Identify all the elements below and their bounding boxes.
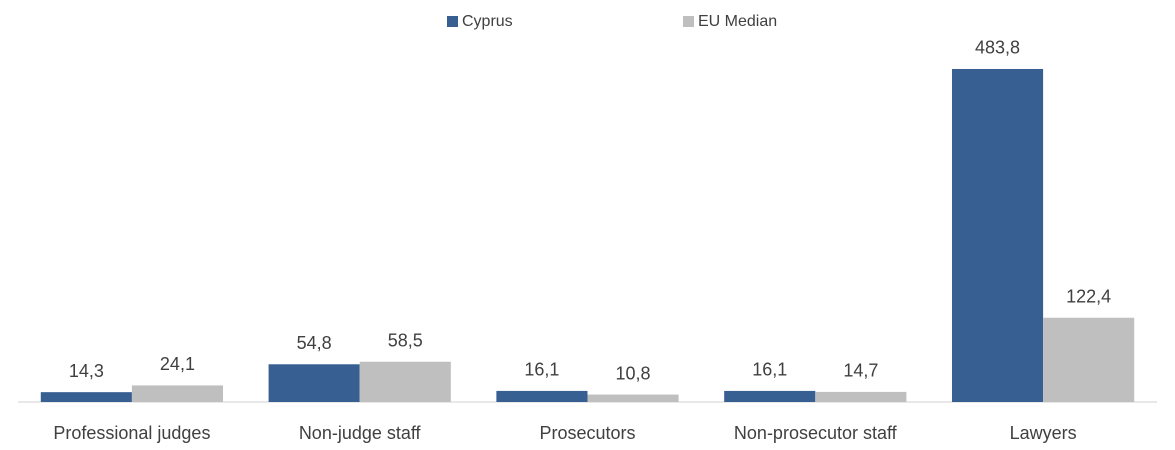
bar bbox=[131, 385, 224, 402]
bar bbox=[815, 391, 907, 402]
bar bbox=[1043, 317, 1135, 402]
value-label: 483,8 bbox=[975, 38, 1020, 58]
bar bbox=[724, 390, 816, 402]
x-tick-label: Lawyers bbox=[1010, 423, 1077, 443]
x-tick-label: Non-prosecutor staff bbox=[734, 423, 898, 443]
bar bbox=[359, 361, 451, 402]
value-label: 14,3 bbox=[69, 361, 104, 381]
value-label: 10,8 bbox=[616, 363, 651, 383]
x-tick-label: Professional judges bbox=[53, 423, 210, 443]
value-label: 54,8 bbox=[297, 333, 332, 353]
value-label: 16,1 bbox=[752, 360, 787, 380]
bar bbox=[40, 392, 132, 402]
bar bbox=[496, 390, 588, 402]
legend-label: EU Median bbox=[698, 13, 777, 30]
legend-swatch bbox=[447, 16, 458, 27]
bar bbox=[268, 364, 360, 402]
value-label: 122,4 bbox=[1066, 286, 1111, 306]
value-label: 16,1 bbox=[524, 360, 559, 380]
x-tick-label: Prosecutors bbox=[539, 423, 635, 443]
legend-label: Cyprus bbox=[462, 13, 513, 30]
x-tick-label: Non-judge staff bbox=[299, 423, 422, 443]
legend-swatch bbox=[683, 16, 694, 27]
bar bbox=[587, 394, 679, 402]
bar bbox=[951, 68, 1044, 402]
value-label: 58,5 bbox=[388, 330, 423, 350]
value-label: 14,7 bbox=[843, 361, 878, 381]
value-label: 24,1 bbox=[160, 354, 195, 374]
